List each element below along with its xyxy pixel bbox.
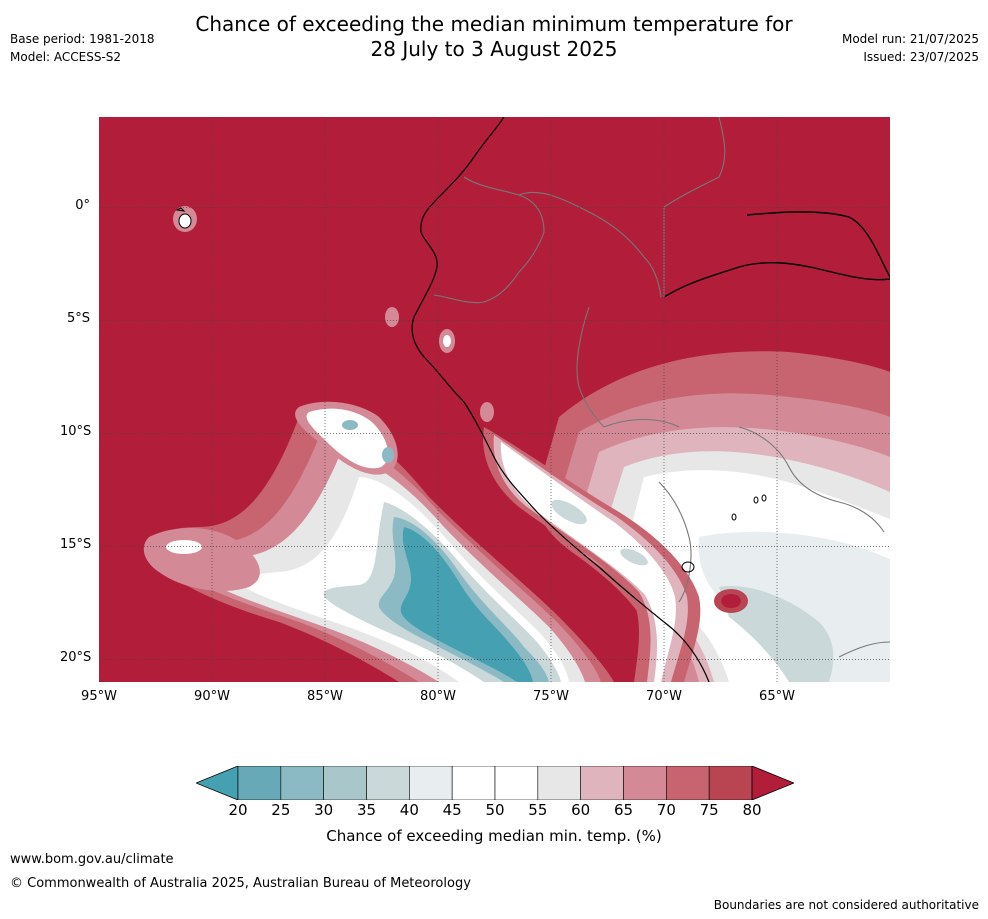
colorbar-under-triangle xyxy=(196,766,239,800)
map-panel xyxy=(99,117,890,682)
colorbar-tick-label: 40 xyxy=(399,801,419,819)
coastal-spot-3 xyxy=(480,402,494,422)
coastal-band-shading xyxy=(483,427,701,682)
title-line-2: 28 July to 3 August 2025 xyxy=(370,37,618,61)
colorbar-tick-label: 55 xyxy=(528,801,548,819)
colorbar-tick-label: 80 xyxy=(742,801,762,819)
colorbar-segment xyxy=(623,766,667,800)
river-north xyxy=(746,211,890,278)
ocean-low-probability-shading xyxy=(149,415,614,682)
colorbar-tick-label: 45 xyxy=(442,801,462,819)
colorbar-label: Chance of exceeding median min. temp. (%… xyxy=(326,827,662,845)
colorbar-segment xyxy=(366,766,410,800)
colorbar-tick-label: 75 xyxy=(699,801,719,819)
lon-tick-label: 85°W xyxy=(307,689,343,704)
lon-tick-label: 75°W xyxy=(533,689,569,704)
lat-tick-label: 0° xyxy=(75,198,90,214)
colorbar-tick-label: 60 xyxy=(571,801,591,819)
lake-2 xyxy=(761,494,767,502)
galapagos-islands xyxy=(173,206,197,232)
lake-titicaca xyxy=(681,561,695,573)
colorbar-tick-label: 20 xyxy=(228,801,248,819)
colorbar-tick-label: 50 xyxy=(485,801,505,819)
model-name: Model: ACCESS-S2 xyxy=(10,50,122,64)
gridlines xyxy=(99,117,890,682)
coastal-spot-1-core xyxy=(443,335,451,347)
amazon-river xyxy=(663,261,890,298)
issued-date: Issued: 23/07/2025 xyxy=(863,50,979,64)
meta-left: Base period: 1981-2018 Model: ACCESS-S2 xyxy=(10,30,155,66)
colorbar-segment xyxy=(451,766,496,800)
chart-title: Chance of exceeding the median minimum t… xyxy=(0,12,988,62)
title-line-1: Chance of exceeding the median minimum t… xyxy=(195,12,793,36)
colorbar-over-triangle xyxy=(751,766,794,800)
lon-tick-label: 95°W xyxy=(81,689,117,704)
lat-tick-label: 10°S xyxy=(60,424,92,440)
colorbar-tick-label: 30 xyxy=(314,801,334,819)
lon-tick-label: 65°W xyxy=(759,689,795,704)
colorbar-segment xyxy=(494,766,539,800)
lon-tick-label: 80°W xyxy=(420,689,456,704)
base-period: Base period: 1981-2018 xyxy=(10,32,155,46)
lat-tick-label: 20°S xyxy=(60,650,92,666)
footer-note: Boundaries are not considered authoritat… xyxy=(713,898,979,912)
colorbar-segment xyxy=(666,766,710,800)
colorbar-segment xyxy=(323,766,367,800)
colorbar-segment xyxy=(708,766,753,800)
lat-tick-label: 15°S xyxy=(60,537,92,553)
model-run: Model run: 21/07/2025 xyxy=(841,32,979,46)
colorbar-tick-label: 65 xyxy=(613,801,634,819)
lon-tick-label: 70°W xyxy=(646,689,682,704)
meta-right: Model run: 21/07/2025 Issued: 23/07/2025 xyxy=(842,30,979,66)
coastal-spot-2 xyxy=(385,307,399,327)
colorbar-tick-label: 70 xyxy=(656,801,676,819)
colorbar-tick-label: 25 xyxy=(271,801,291,819)
lat-tick-label: 5°S xyxy=(66,311,90,327)
nw-ocean-patch-shading xyxy=(295,401,398,475)
lon-tick-label: 90°W xyxy=(194,689,230,704)
coastline xyxy=(411,117,710,682)
lake-1 xyxy=(753,496,759,504)
colorbar-segment xyxy=(580,766,624,800)
west-patch-shading xyxy=(143,527,260,592)
footer-copyright: © Commonwealth of Australia 2025, Austra… xyxy=(10,876,471,891)
colorbar-segment xyxy=(237,766,282,800)
colorbar-segment xyxy=(537,766,581,800)
colorbar-segment xyxy=(280,766,324,800)
colorbar-tick-label: 35 xyxy=(356,801,377,819)
lake-3 xyxy=(731,513,737,521)
colorbar xyxy=(196,766,794,800)
footer-url[interactable]: www.bom.gov.au/climate xyxy=(10,852,174,867)
colorbar-segment xyxy=(409,766,453,800)
